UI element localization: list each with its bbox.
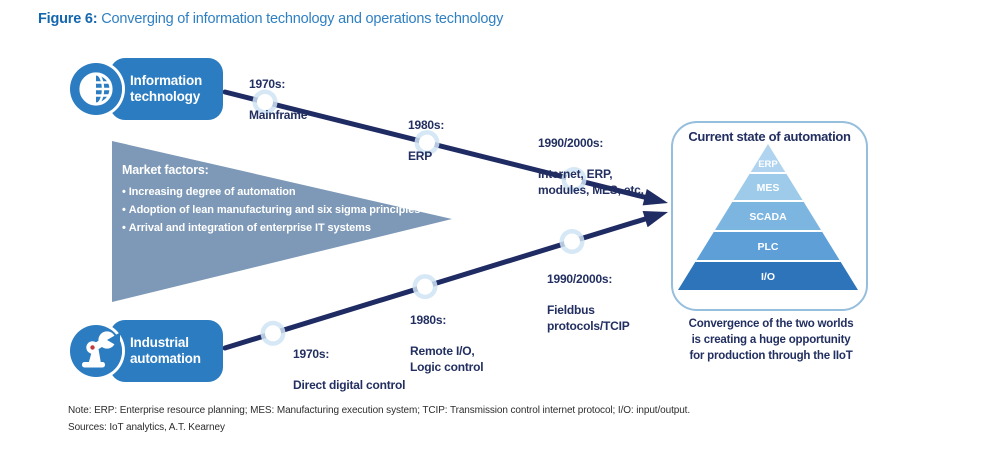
milestone-era: 1990/2000s: [547,271,613,286]
current-state-title: Current state of automation [688,129,851,144]
milestone-desc: Direct digital control [293,378,406,393]
timeline-node [412,274,438,300]
robot-arm-icon [70,325,122,377]
figure-title-text: Converging of information technology and… [101,11,504,27]
figure-number: Figure 6: [38,11,98,27]
ot-arrowhead-icon [642,211,668,228]
milestone-desc: Internet, ERP, modules, MES, etc. [538,167,644,198]
milestone-era: 1980s: [410,312,447,327]
globe-icon [70,63,122,115]
milestone-era: 1970s: [249,76,286,91]
milestone-desc: Mainframe [249,108,308,123]
figure-title: Figure 6: Converging of information tech… [38,11,503,27]
it-arrowhead-icon [642,189,668,206]
current-state-box [671,121,868,311]
timeline-node [260,320,286,346]
market-factor-item: Arrival and integration of enterprise IT… [122,222,452,234]
market-factors: Market factors: Increasing degree of aut… [122,163,452,234]
market-factors-title: Market factors: [122,163,209,177]
milestone-desc: Remote I/O, Logic control [410,344,484,375]
milestone-ot-1970s: 1970s: Direct digital control [293,331,405,410]
milestone-desc: Fieldbus protocols/TCIP [547,303,630,334]
footnote: Note: ERP: Enterprise resource planning;… [68,405,691,416]
information-technology-box: Information technology [110,58,223,120]
market-factor-item: Adoption of lean manufacturing and six s… [122,204,452,216]
pyramid-caption: Convergence of the two worlds is creatin… [688,318,854,363]
milestone-era: 1980s: [408,117,445,132]
timeline-node [559,229,585,254]
milestone-era: 1970s: [293,346,330,361]
milestone-ot-1990s: 1990/2000s: Fieldbus protocols/TCIP [547,256,630,351]
milestone-era: 1990/2000s: [538,135,604,150]
milestone-ot-1980s: 1980s: Remote I/O, Logic control [410,297,484,392]
industrial-automation-box: Industrial automation [110,320,223,382]
market-factor-item: Increasing degree of automation [122,186,452,198]
milestone-it-1970s: 1970s: Mainframe [249,61,307,140]
sources-note: Sources: IoT analytics, A.T. Kearney [68,422,225,433]
milestone-it-1990s: 1990/2000s: Internet, ERP, modules, MES,… [538,120,644,215]
